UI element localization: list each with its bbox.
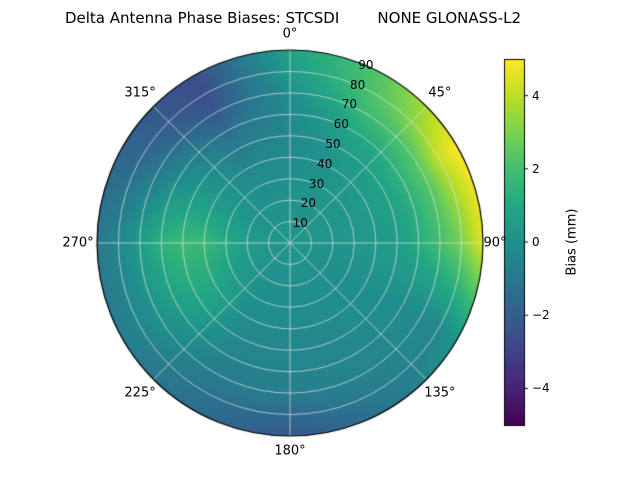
radial-tick-10: 10 [292,216,308,231]
angle-label-0: 0° [282,26,298,42]
colorbar-tick-4: 4 [532,88,540,103]
radial-tick-70: 70 [341,97,358,112]
colorbar-tick-0: 0 [532,235,540,249]
colorbar-axis-label: Bias (mm) [564,208,580,276]
angle-label-90: 90° [483,235,507,251]
radial-tick-20: 20 [300,196,317,211]
angle-label-135: 135° [424,385,456,401]
radial-tick-80: 80 [350,77,366,92]
radial-tick-60: 60 [333,117,349,132]
radial-tick-40: 40 [317,156,333,171]
chart-title: Delta Antenna Phase Biases: STCSDI NONE … [64,9,522,27]
angle-label-225: 225° [124,385,156,401]
colorbar-tick--4: −4 [532,381,550,396]
colorbar-tick-2: 2 [532,161,540,176]
angle-label-315: 315° [124,85,156,101]
radial-tick-90: 90 [358,57,374,72]
colorbar-tick--2: −2 [532,308,550,323]
angle-label-45: 45° [428,85,452,101]
angle-label-180: 180° [274,443,306,459]
radial-tick-30: 30 [308,176,325,191]
angle-label-270: 270° [62,235,94,251]
radial-tick-50: 50 [325,136,341,151]
